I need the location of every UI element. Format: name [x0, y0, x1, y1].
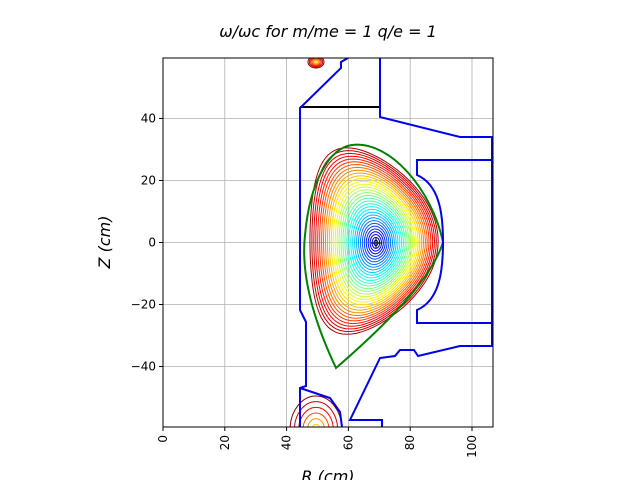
- contour: [363, 225, 388, 260]
- x-tick-label: 20: [218, 435, 232, 450]
- axis-marker: [371, 238, 381, 248]
- contour: [332, 180, 417, 303]
- contour: [310, 58, 322, 67]
- contour: [352, 208, 399, 276]
- x-tick-label: 80: [403, 435, 417, 450]
- contour: [334, 183, 415, 300]
- contour: [326, 172, 423, 311]
- x-tick-label: 0: [156, 435, 170, 443]
- contour: [308, 58, 324, 68]
- contour: [317, 158, 432, 325]
- contour: [321, 164, 428, 319]
- contour: [346, 200, 404, 284]
- contour: [350, 206, 401, 279]
- contour: [313, 152, 436, 330]
- contour: [356, 214, 395, 271]
- contour: [324, 169, 425, 314]
- separatrix: [303, 143, 445, 370]
- contour: [311, 150, 437, 333]
- x-tick-label: 60: [341, 435, 355, 450]
- y-tick-label: 20: [141, 173, 156, 187]
- wall: [299, 58, 349, 427]
- contour: [302, 412, 330, 427]
- x-tick-label: 100: [465, 435, 479, 458]
- y-tick-label: −20: [131, 298, 156, 312]
- contour: [307, 58, 325, 69]
- contour: [311, 423, 321, 427]
- contour: [319, 161, 430, 322]
- y-axis-label: Z (cm): [95, 216, 114, 270]
- contour: [340, 192, 410, 292]
- contour: [361, 222, 390, 263]
- contour: [330, 178, 419, 306]
- grid: [162, 58, 493, 427]
- contour: [307, 418, 325, 427]
- ticks: 0 20 40 60 80 100 −40 −20 0 20 40: [131, 111, 479, 457]
- contour: [328, 175, 421, 309]
- contour: [311, 58, 321, 66]
- contour: [293, 401, 339, 427]
- contour: [344, 197, 406, 287]
- contour: [309, 147, 439, 335]
- contour: [369, 234, 382, 252]
- chart-title: ω/ωc for m/me = 1 q/e = 1: [219, 22, 437, 41]
- x-axis-label: R (cm): [301, 467, 354, 480]
- y-tick-label: 0: [148, 236, 156, 250]
- contours: [289, 58, 439, 427]
- contour: [312, 59, 320, 65]
- contour: [342, 194, 408, 290]
- contour: [360, 220, 392, 266]
- contour: [298, 406, 334, 427]
- contour: [315, 155, 434, 327]
- plot-area: [289, 58, 493, 427]
- wall: [348, 58, 493, 427]
- contour: [357, 217, 394, 268]
- contour: [365, 228, 386, 257]
- contour: [354, 211, 397, 274]
- contour: [367, 231, 384, 255]
- contour: [336, 186, 414, 298]
- contour: [322, 166, 426, 317]
- x-tick-label: 40: [280, 435, 294, 450]
- wall: [299, 387, 343, 427]
- wall: [416, 159, 492, 324]
- y-tick-label: −40: [131, 360, 156, 374]
- contour: [348, 203, 403, 282]
- y-tick-label: 40: [141, 111, 156, 125]
- contour: [338, 189, 412, 295]
- contour: [289, 395, 343, 427]
- contour: [314, 60, 318, 64]
